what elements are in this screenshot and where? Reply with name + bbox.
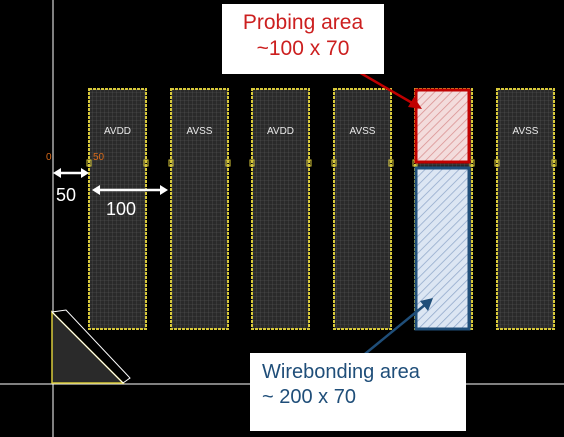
probing-callout-title: Probing area <box>242 11 364 34</box>
bond-pad: AVDD <box>249 88 312 330</box>
pad-label: AVSS <box>350 126 376 137</box>
gap-dimension-label: 50 <box>56 185 76 205</box>
bond-pad: AVSS <box>168 88 231 330</box>
wirebonding-area-callout: Wirebonding area ~ 200 x 70 <box>250 353 466 431</box>
wirebonding-area <box>414 166 471 331</box>
pad-label: AVSS <box>513 126 539 137</box>
pitch-dimension-arrow <box>92 185 168 195</box>
pad-label: AVDD <box>104 126 131 137</box>
pad-label: AVDD <box>267 126 294 137</box>
bond-pad: AVSS <box>494 88 557 330</box>
origin-label-right: 50 <box>93 152 105 163</box>
corner-structure <box>50 309 131 384</box>
wirebonding-callout-title: Wirebonding area <box>262 361 420 383</box>
probing-area-callout: Probing area ~100 x 70 <box>222 4 384 74</box>
probing-callout-size: ~100 x 70 <box>256 37 350 61</box>
pitch-dimension-label: 100 <box>106 199 136 219</box>
origin-label-left: 0 <box>46 152 52 163</box>
probing-area <box>414 88 471 164</box>
bond-pad: AVSS <box>331 88 394 330</box>
gap-dimension-arrow <box>53 168 89 178</box>
bond-pad: AVDD <box>86 88 149 330</box>
wirebonding-callout-size: ~ 200 x 70 <box>262 386 356 408</box>
wirebonding-pointer-arrow <box>359 298 433 359</box>
pad-label: AVSS <box>187 126 213 137</box>
pad-row: AVDD AVSS AVDD AVSS AVSS <box>86 88 557 330</box>
